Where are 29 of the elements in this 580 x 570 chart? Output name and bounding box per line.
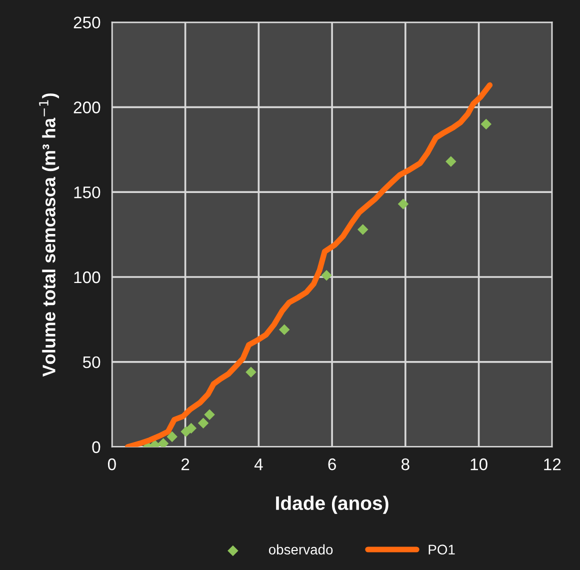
point [398,198,409,210]
point [186,422,197,434]
point [158,438,169,447]
x-tick-label: 2 [182,458,190,470]
point [480,118,492,130]
point [446,156,456,167]
point [278,324,290,336]
y-tick-label: 250 [74,16,100,28]
point [246,366,256,378]
y-tick-label: 100 [74,271,100,284]
point [357,224,368,235]
x-tick-label: 10 [470,458,488,470]
x-tick-label: 0 [108,458,116,470]
point [204,409,215,420]
y-axis-title: Volume total semcasca (m³ ha$^{−1}$) [39,93,59,377]
x-tick-label: 4 [254,458,263,470]
legend-label: PO1 [428,544,455,555]
x-tick-label: 8 [402,458,410,470]
x-axis-title: Idade (anos) [276,496,388,514]
point [321,270,332,281]
x-tick-label: 12 [544,458,561,470]
point [198,418,209,428]
point [166,431,178,442]
y-tick-label: 50 [82,356,100,368]
y-tick-label: 200 [74,102,100,114]
x-tick-label: 6 [328,458,336,470]
y-tick-label: 0 [92,441,100,454]
y-tick-label: 150 [74,186,100,198]
legend-label: observado [268,544,333,555]
